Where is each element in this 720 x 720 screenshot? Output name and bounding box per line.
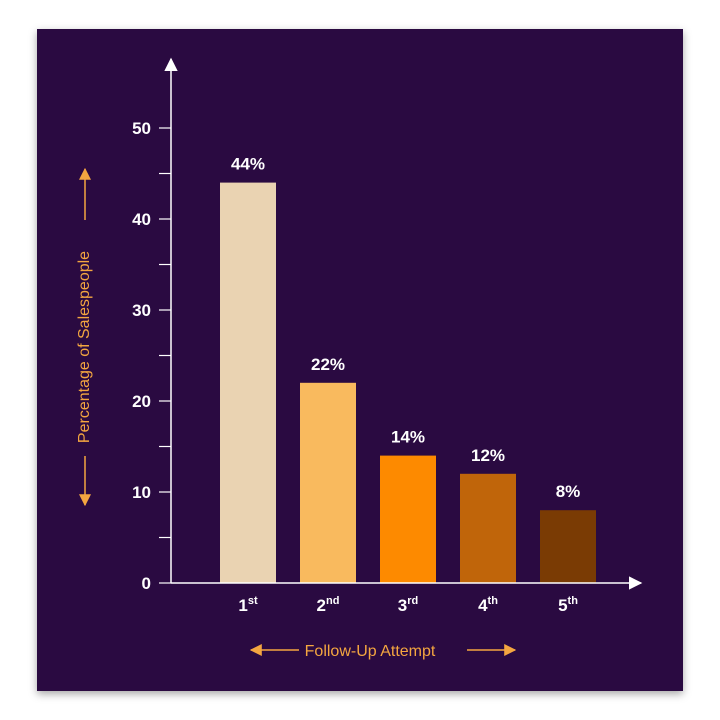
bar-value-label: 14%	[391, 428, 425, 447]
y-tick-label: 20	[132, 392, 151, 411]
y-tick-label: 40	[132, 210, 151, 229]
x-tick-label: 1st	[238, 595, 258, 615]
y-tick-label: 50	[132, 119, 151, 138]
y-axis-title: Percentage of Salespeople	[76, 251, 93, 443]
x-tick-label: 5th	[558, 595, 578, 615]
bar-value-label: 22%	[311, 355, 345, 374]
bar-value-label: 44%	[231, 155, 265, 174]
y-tick-label: 0	[142, 574, 151, 593]
bar	[220, 182, 276, 583]
x-tick-label: 3rd	[398, 595, 418, 615]
x-axis-tick-labels: 1st 2nd 3rd 4th 5th	[238, 595, 578, 615]
x-tick-label: 4th	[478, 595, 498, 615]
x-axis-title: Follow-Up Attempt	[305, 643, 436, 660]
bar	[540, 510, 596, 583]
bar-chart: 0 10 20 30 40 50 44% 22% 14% 12% 8% 1st 2nd 3rd 4th 5…	[76, 57, 643, 660]
bars: 44% 22% 14% 12% 8%	[220, 155, 596, 583]
bar-value-label: 12%	[471, 446, 505, 465]
bar	[380, 455, 436, 583]
chart-card: 0 10 20 30 40 50 44% 22% 14% 12% 8% 1st 2nd 3rd 4th 5…	[37, 29, 683, 691]
bar	[300, 382, 356, 583]
bar	[460, 473, 516, 583]
y-tick-label: 30	[132, 301, 151, 320]
y-axis-ticks: 0 10 20 30 40 50	[132, 119, 171, 593]
y-axis-title-group: Percentage of Salespeople	[76, 167, 93, 507]
x-tick-label: 2nd	[317, 595, 340, 615]
bar-value-label: 8%	[556, 482, 581, 501]
y-tick-label: 10	[132, 483, 151, 502]
x-axis-title-group: Follow-Up Attempt	[249, 643, 517, 660]
